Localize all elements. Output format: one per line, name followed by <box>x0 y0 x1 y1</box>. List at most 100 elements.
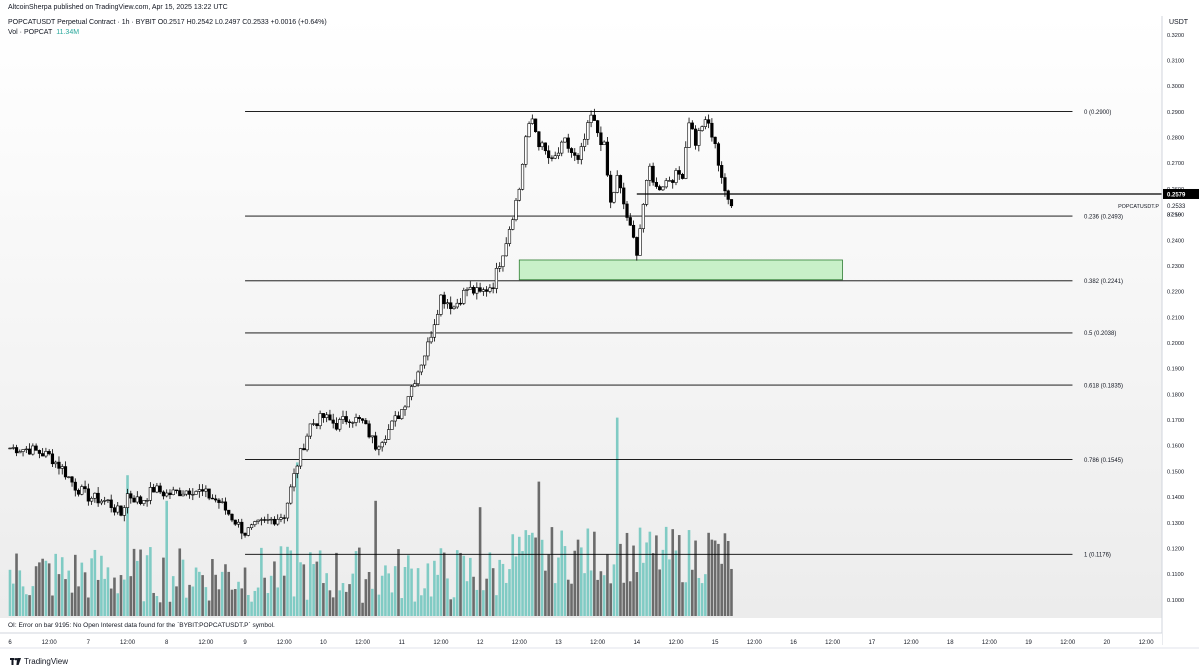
volume-bar <box>390 592 394 616</box>
time-tick-label: 10 <box>320 640 327 646</box>
volume-bar <box>730 568 733 616</box>
volume-bar <box>93 549 97 616</box>
candle-body <box>498 266 502 269</box>
volume-bar <box>100 555 103 616</box>
candle-body <box>178 490 182 497</box>
candle-body <box>269 518 273 521</box>
volume-bar <box>521 551 524 616</box>
volume-bar <box>449 599 453 616</box>
volume-bar <box>263 577 266 616</box>
candle-body <box>690 122 694 130</box>
candle-body <box>8 447 12 450</box>
time-axis[interactable] <box>0 633 1162 647</box>
resistance-price-label: 0.2579 <box>1167 192 1186 198</box>
candle-body <box>458 302 463 305</box>
volume-bar <box>90 558 93 616</box>
volume-bar <box>348 584 351 616</box>
volume-bar <box>573 550 577 616</box>
candle-body <box>142 500 146 504</box>
candle-body <box>253 521 257 526</box>
tradingview-brand[interactable]: TradingView <box>10 657 68 666</box>
volume-bar <box>204 587 208 616</box>
candle-body <box>31 445 35 455</box>
candle-body <box>302 448 306 451</box>
volume-bar <box>354 551 358 616</box>
price-tick-label: 0.2100 <box>1167 315 1184 321</box>
candle-body <box>279 517 283 520</box>
volume-bar <box>247 594 250 616</box>
candle-body <box>328 414 332 421</box>
candle-body <box>11 447 15 449</box>
candle-body <box>635 237 639 256</box>
candle-body <box>442 294 446 305</box>
candle-body <box>507 229 512 244</box>
candle-body <box>661 186 665 191</box>
volume-bar <box>560 530 564 616</box>
volume-bar <box>269 575 273 616</box>
time-tick-label: 12:00 <box>1060 640 1076 646</box>
volume-bar <box>717 543 720 616</box>
candle-body <box>520 164 525 190</box>
candle-body <box>547 150 551 159</box>
time-tick-label: 14 <box>633 640 640 646</box>
price-axis[interactable] <box>1162 16 1199 646</box>
volume-bar <box>537 481 541 616</box>
volume-bar <box>266 593 270 616</box>
volume-bar <box>403 566 407 616</box>
candle-body <box>214 498 218 501</box>
candle-body <box>210 497 215 500</box>
candle-body <box>579 146 583 160</box>
candle-body <box>292 473 296 488</box>
candle-body <box>651 165 655 183</box>
volume-bar <box>593 531 596 616</box>
volume-bar <box>508 569 511 616</box>
candle-body <box>93 492 97 499</box>
volume-bar <box>436 574 439 616</box>
candle-body <box>723 177 727 192</box>
candle-body <box>50 453 55 465</box>
candle-body <box>628 217 632 226</box>
candle-body <box>569 148 574 153</box>
candle-body <box>191 493 195 496</box>
volume-bar <box>374 500 377 616</box>
candle-body <box>109 499 113 508</box>
candle-body <box>605 141 610 176</box>
fib-level-label: 1 (0.1176) <box>1084 553 1111 559</box>
candle-body <box>462 289 466 304</box>
fib-level-label: 0.236 (0.2493) <box>1084 214 1123 220</box>
candle-body <box>171 489 175 495</box>
candle-body <box>429 336 433 343</box>
symbol-legend[interactable]: POPCATUSDT Perpetual Contract · 1h · BYB… <box>8 19 327 26</box>
candle-body <box>305 435 309 451</box>
candle-body <box>599 132 603 146</box>
volume-legend[interactable]: Vol · POPCAT 11.34M <box>8 29 79 36</box>
candle-body <box>383 439 388 443</box>
volume-bar <box>413 601 417 616</box>
volume-bar <box>237 581 240 616</box>
candle-body <box>184 490 188 495</box>
candle-body <box>465 289 469 291</box>
candle-body <box>37 450 41 454</box>
volume-bar <box>694 540 697 616</box>
candle-body <box>73 481 77 491</box>
candle-body <box>148 487 152 501</box>
candle-body <box>334 422 339 430</box>
oi-error-message: OI: Error on bar 9195: No Open Interest … <box>8 622 275 629</box>
candle-body <box>138 496 143 504</box>
fib-level-label: 0.382 (0.2241) <box>1084 279 1123 285</box>
candle-body <box>47 451 51 455</box>
price-tick-label: 0.2300 <box>1167 264 1184 270</box>
volume-bar <box>129 576 133 616</box>
volume-bar <box>491 568 495 616</box>
volume-bar <box>233 589 237 616</box>
candle-body <box>308 423 312 437</box>
price-tick-label: 0.1700 <box>1167 418 1184 424</box>
volume-bar <box>171 576 175 616</box>
volume-bar <box>664 526 668 616</box>
time-tick-label: 12:00 <box>512 640 528 646</box>
candle-body <box>325 414 329 418</box>
volume-bar <box>328 590 332 616</box>
bar-countdown-label: 37:19 <box>1167 212 1181 218</box>
volume-bar <box>119 575 123 616</box>
